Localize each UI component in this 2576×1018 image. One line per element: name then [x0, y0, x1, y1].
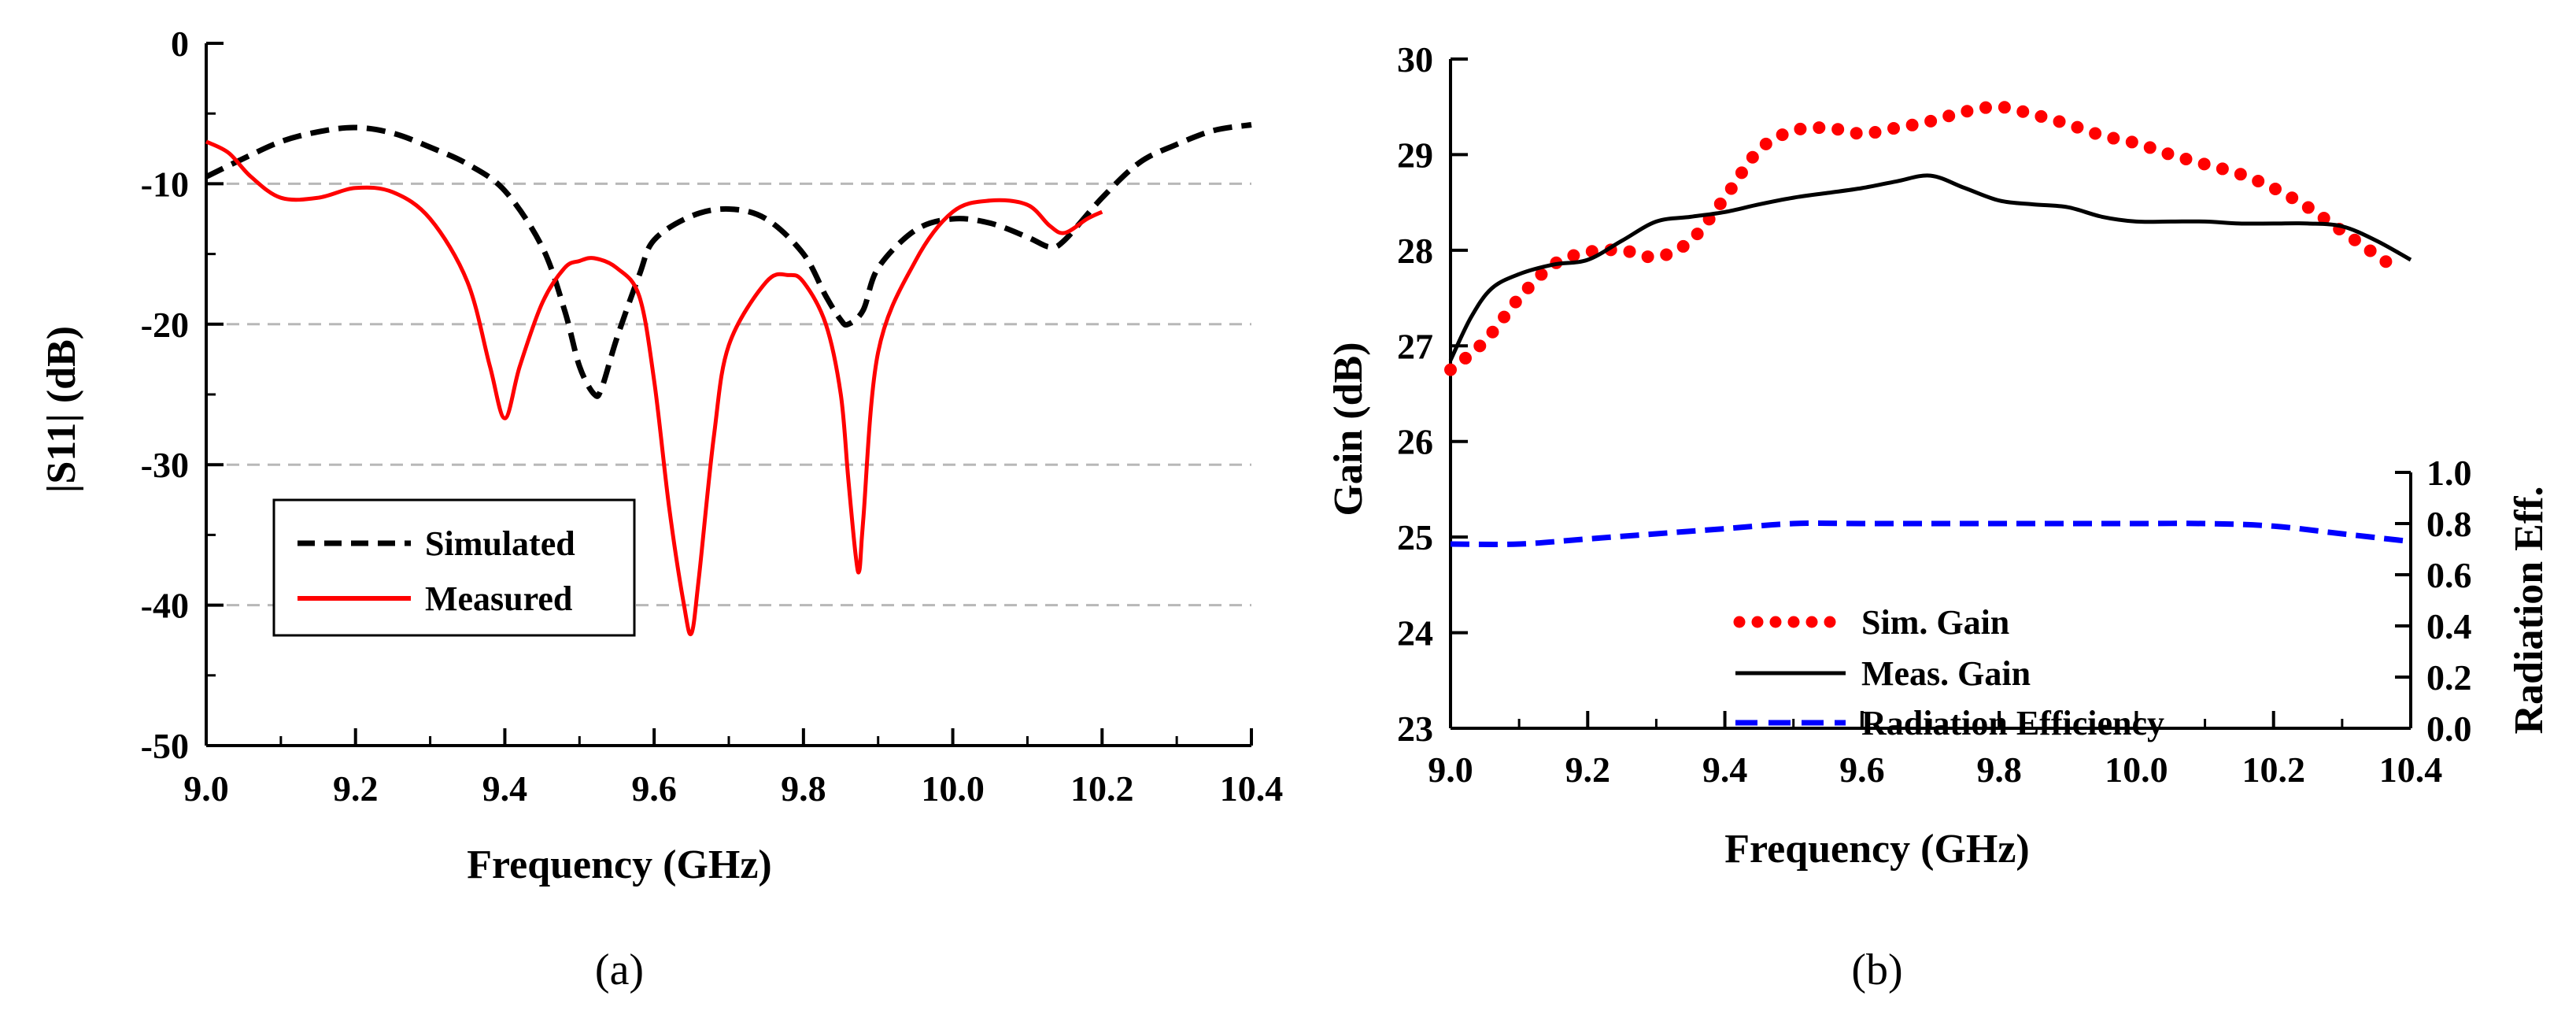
b-y-tick-label: 24: [1397, 613, 1433, 653]
b-x-tick-label: 10.2: [2242, 750, 2305, 790]
b-y2-axis-label: Radiation Eff.: [2507, 487, 2552, 735]
a-tick-labels: 0 -10 -20 -30 -40 -509.0 9.2 9.4 9.6 9.8 10.0 10.2 1…: [141, 24, 1284, 809]
a-x-tick-label: 9.2: [333, 768, 379, 809]
b-x-tick-label: 10.4: [2379, 750, 2443, 790]
a-series-measured-line: [205, 139, 1103, 637]
a-panel-label: (a): [595, 946, 644, 994]
a-legend: Simulated Measured: [272, 498, 636, 637]
b-series: [1444, 100, 2412, 547]
b-y2-tick-label: 0.0: [2426, 709, 2472, 749]
b-y-tick-label: 26: [1397, 422, 1433, 462]
b-x-tick-label: 9.2: [1565, 750, 1611, 790]
a-x-tick-label: 9.8: [781, 768, 826, 809]
a-legend-label-simulated: Simulated: [425, 524, 575, 563]
b-y-tick-label: 29: [1397, 135, 1433, 175]
a-x-tick-label: 9.4: [482, 768, 528, 809]
b-y-tick-label: 30: [1397, 39, 1433, 80]
a-x-tick-label: 10.2: [1070, 768, 1134, 809]
b-y2-tick-label: 0.4: [2426, 606, 2472, 646]
a-x-tick-label: 10.4: [1220, 768, 1284, 809]
b-y-tick-label: 27: [1397, 326, 1433, 366]
a-x-tick-label: 10.0: [921, 768, 985, 809]
a-y-tick-label: 0: [171, 24, 189, 64]
b-x-axis-label: Frequency (GHz): [1724, 827, 2030, 872]
b-panel-label: (b): [1851, 946, 1902, 994]
a-y-tick-label: -10: [141, 164, 189, 204]
a-axes: [205, 42, 1253, 747]
b-series-sim-gain-line: [1444, 100, 2404, 376]
a-y-tick-label: -20: [141, 305, 189, 345]
b-y-tick-label: 25: [1397, 517, 1433, 557]
a-x-tick-label: 9.6: [631, 768, 677, 809]
b-y2-tick-label: 0.8: [2426, 504, 2472, 544]
b-y-tick-label: 28: [1397, 231, 1433, 271]
b-y-tick-label: 23: [1397, 709, 1433, 749]
b-axes: [1449, 57, 2412, 730]
panel-b-gain-chart: 23 24 25 26 27 28 29 30 0.0 0.2 0.4 0.6 0.8 1.0 9.0 9.2…: [1326, 39, 2552, 994]
a-series: [205, 122, 1252, 637]
a-y-tick-label: -40: [141, 586, 189, 626]
b-y-axis-label: Gain (dB): [1326, 342, 1371, 516]
a-y-tick-label: -50: [141, 726, 189, 766]
a-legend-box: [272, 498, 636, 637]
a-x-tick-label: 9.0: [183, 768, 229, 809]
a-x-axis-label: Frequency (GHz): [467, 842, 772, 887]
a-y-tick-label: -30: [141, 445, 189, 485]
b-legend: Sim. Gain Meas. Gain Radiation Efficienc…: [1733, 603, 2164, 742]
b-x-tick-label: 9.6: [1839, 750, 1885, 790]
b-legend-label-sim-gain: Sim. Gain: [1861, 603, 2009, 642]
b-series-radiation-efficiency-line: [1450, 520, 2412, 547]
b-y2-tick-label: 0.6: [2426, 555, 2472, 595]
a-legend-label-measured: Measured: [425, 579, 572, 618]
panel-a-s11-chart: 0 -10 -20 -30 -40 -509.0 9.2 9.4 9.6 9.8 10.0 10.2 1…: [39, 24, 1283, 994]
b-y2-tick-label: 0.2: [2426, 657, 2472, 698]
b-x-tick-label: 9.4: [1702, 750, 1748, 790]
a-y-axis-label: |S11| (dB): [39, 326, 84, 493]
b-tick-labels: 23 24 25 26 27 28 29 30 0.0 0.2 0.4 0.6 0.8 1.0 9.0 9.2…: [1397, 39, 2472, 790]
b-x-tick-label: 9.8: [1976, 750, 2022, 790]
b-series-meas-gain-line: [1448, 173, 2412, 361]
b-legend-label-meas-gain: Meas. Gain: [1861, 654, 2031, 693]
b-y2-tick-label: 1.0: [2426, 453, 2472, 493]
b-x-tick-label: 10.0: [2105, 750, 2168, 790]
b-x-tick-label: 9.0: [1428, 750, 1473, 790]
b-legend-label-radiation-efficiency: Radiation Efficiency: [1861, 704, 2164, 742]
a-series-simulated-line: [205, 122, 1252, 399]
